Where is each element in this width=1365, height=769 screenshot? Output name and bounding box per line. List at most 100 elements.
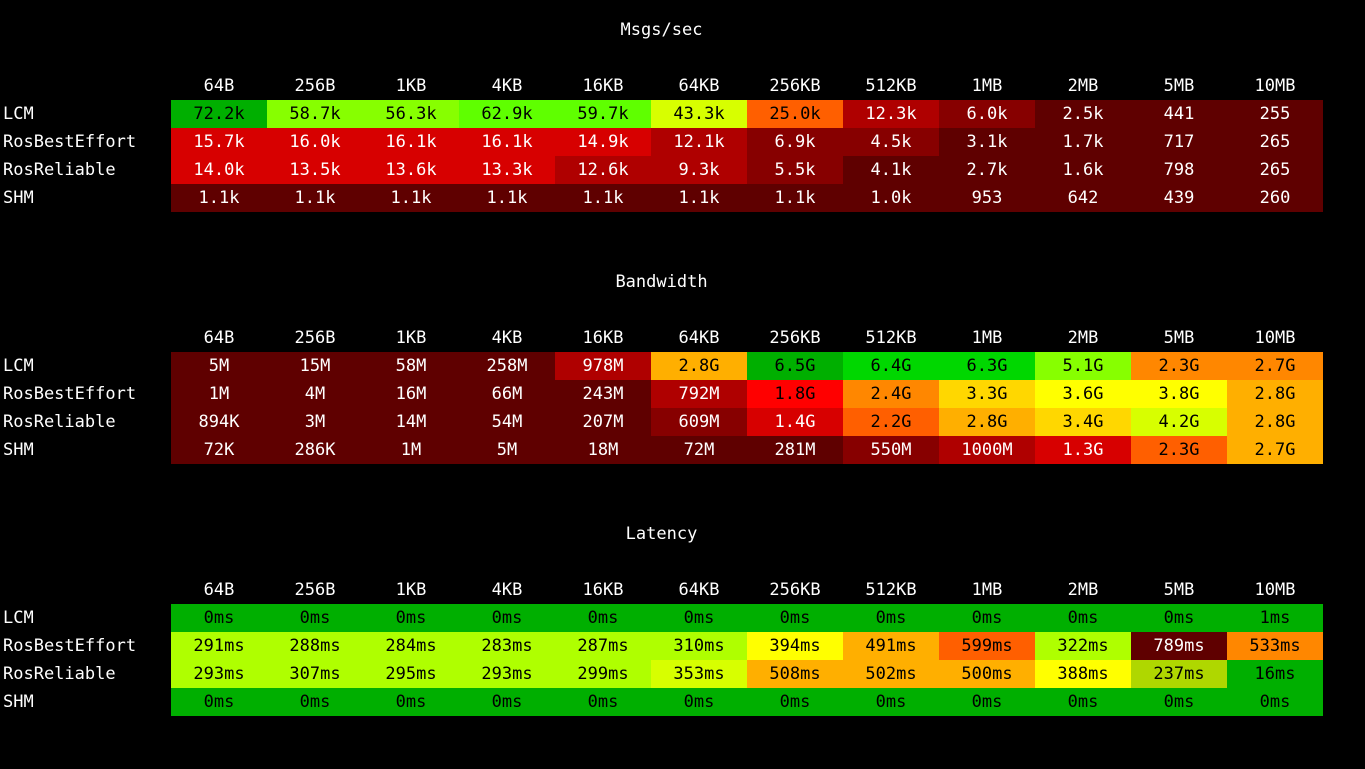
heatmap-cell: 1M [171,380,267,408]
heatmap-row: LCM 5M 15M 58M 258M 978M 2.8G 6.5G 6.4G 6.3G 5.1G 2… [0,352,1323,380]
heatmap-cell: 3.8G [1131,380,1227,408]
heatmap-cell: 1.1k [555,184,651,212]
heatmap-cell: 18M [555,436,651,464]
heatmap-cell: 953 [939,184,1035,212]
heatmap-cell: 1.8G [747,380,843,408]
column-header: 256KB [769,580,821,600]
heatmap-cell: 288ms [267,632,363,660]
column-header: 1KB [395,328,427,348]
heatmap-cell: 500ms [939,660,1035,688]
column-header: 256B [294,76,336,96]
heatmap-cell: 508ms [747,660,843,688]
heatmap-cell: 283ms [459,632,555,660]
heatmap-cell: 14M [363,408,459,436]
column-header: 256B [294,580,336,600]
heatmap-cell: 0ms [555,604,651,632]
heatmap-cell: 792M [651,380,747,408]
row-label: RosBestEffort [3,636,137,656]
heatmap-cell: 3.4G [1035,408,1131,436]
heatmap-cell: 287ms [555,632,651,660]
heatmap-cell: 72K [171,436,267,464]
heatmap-cell: 5M [459,436,555,464]
column-header: 512KB [865,328,917,348]
heatmap-cell: 3.3G [939,380,1035,408]
heatmap-cell: 207M [555,408,651,436]
heatmap-cell: 0ms [651,604,747,632]
heatmap-section: Bandwidth 64B 256B 1KB 4KB 16KB 64KB 256KB 512KB… [0,252,1365,504]
heatmap-cell: 2.7k [939,156,1035,184]
heatmap-cell: 0ms [459,604,555,632]
heatmap-cell: 58M [363,352,459,380]
row-label: RosBestEffort [3,384,137,404]
heatmap-cell: 2.5k [1035,100,1131,128]
heatmap-cell: 260 [1227,184,1323,212]
row-label: RosReliable [3,412,116,432]
row-label: LCM [3,104,34,124]
column-header-row: 64B 256B 1KB 4KB 16KB 64KB 256KB 512KB 1MB 2MB 5MB… [171,580,1323,600]
heatmap-cell: 0ms [171,688,267,716]
column-header: 16KB [582,580,624,600]
column-header: 1MB [971,328,1003,348]
heatmap-row: RosBestEffort 15.7k 16.0k 16.1k 16.1k 14.9k 12… [0,128,1323,156]
heatmap-cell: 1M [363,436,459,464]
heatmap-cell: 550M [843,436,939,464]
heatmap-cell: 1.1k [267,184,363,212]
heatmap-cell: 281M [747,436,843,464]
heatmap-cell: 4.2G [1131,408,1227,436]
heatmap-cell: 0ms [1131,604,1227,632]
heatmap-cell: 1.1k [363,184,459,212]
chart-title: Latency [625,524,698,544]
heatmap-cell: 0ms [747,688,843,716]
heatmap-cell: 353ms [651,660,747,688]
heatmap-cell: 295ms [363,660,459,688]
column-header: 2MB [1067,76,1099,96]
heatmap-cell: 291ms [171,632,267,660]
row-label: SHM [3,440,34,460]
heatmap-cell: 322ms [1035,632,1131,660]
column-header: 2MB [1067,328,1099,348]
heatmap-cell: 0ms [1131,688,1227,716]
column-header: 10MB [1254,76,1296,96]
row-label: RosBestEffort [3,132,137,152]
heatmap-cell: 5.1G [1035,352,1131,380]
column-header: 2MB [1067,580,1099,600]
column-header: 1KB [395,580,427,600]
heatmap-cell: 0ms [363,688,459,716]
heatmap-cell: 258M [459,352,555,380]
heatmap-cell: 16.1k [363,128,459,156]
heatmap-cell: 4.1k [843,156,939,184]
heatmap-cell: 4M [267,380,363,408]
heatmap-cell: 307ms [267,660,363,688]
heatmap-cell: 15.7k [171,128,267,156]
row-label: RosReliable [3,664,116,684]
heatmap-cell: 0ms [1227,688,1323,716]
heatmap-cell: 642 [1035,184,1131,212]
column-header: 4KB [491,580,523,600]
heatmap-cell: 2.7G [1227,436,1323,464]
heatmap-cell: 72.2k [171,100,267,128]
heatmap-cell: 16ms [1227,660,1323,688]
heatmap-cell: 0ms [171,604,267,632]
heatmap-cell: 0ms [267,688,363,716]
row-label: LCM [3,356,34,376]
heatmap-cell: 789ms [1131,632,1227,660]
heatmap-cell: 13.3k [459,156,555,184]
heatmap-cell: 56.3k [363,100,459,128]
column-header: 5MB [1163,76,1195,96]
heatmap-row: RosReliable 293ms 307ms 295ms 293ms 299ms 353m… [0,660,1323,688]
row-label: SHM [3,692,34,712]
heatmap-row: RosBestEffort 1M 4M 16M 66M 243M 792M 1.8G 2.4G 3… [0,380,1323,408]
heatmap-cell: 2.7G [1227,352,1323,380]
heatmap-cell: 1.1k [651,184,747,212]
heatmap-cell: 265 [1227,128,1323,156]
heatmap-cell: 2.8G [651,352,747,380]
heatmap-cell: 310ms [651,632,747,660]
heatmap-cell: 59.7k [555,100,651,128]
column-header: 512KB [865,76,917,96]
heatmap-cell: 0ms [363,604,459,632]
heatmap-cell: 394ms [747,632,843,660]
heatmap-cell: 2.2G [843,408,939,436]
heatmap-cell: 43.3k [651,100,747,128]
column-header: 64KB [678,76,720,96]
heatmap-cell: 16.1k [459,128,555,156]
